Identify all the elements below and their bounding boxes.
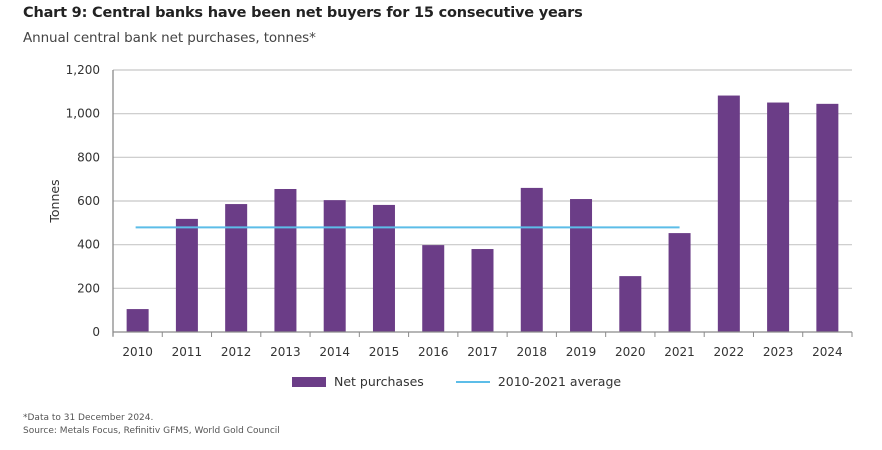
bar-2010	[126, 309, 149, 332]
bar-2018	[520, 187, 543, 332]
x-tick-label: 2020	[615, 345, 646, 359]
x-tick-labels: 2010 2011 2012 2013 2014 2015 2016 2017 2018 2019…	[122, 345, 842, 359]
x-tick-label: 2014	[319, 345, 350, 359]
footnote: *Data to 31 December 2024.	[23, 413, 154, 423]
chart-subtitle: Annual central bank net purchases, tonne…	[23, 30, 316, 46]
x-tick-label: 2016	[418, 345, 449, 359]
bar-2021	[668, 233, 691, 332]
bar-2012	[225, 204, 248, 332]
x-tick-label: 2018	[516, 345, 547, 359]
chart-title: Chart 9: Central banks have been net buy…	[23, 5, 583, 21]
y-axis-label: Tonnes	[47, 179, 62, 223]
x-tick-label: 2012	[221, 345, 252, 359]
bar-2013	[274, 188, 297, 332]
bar-2020	[619, 276, 642, 332]
bar-2015	[372, 204, 395, 332]
y-tick-label: 1,200	[66, 63, 100, 77]
x-tick-label: 2017	[467, 345, 498, 359]
x-tick-label: 2019	[566, 345, 597, 359]
bar-2017	[471, 249, 494, 332]
y-tick-label: 800	[77, 150, 100, 164]
x-tick-label: 2011	[172, 345, 203, 359]
bar-2023	[767, 102, 790, 332]
bars	[126, 95, 839, 332]
x-tick-label: 2013	[270, 345, 301, 359]
x-tick-label: 2024	[812, 345, 843, 359]
x-tick-label: 2010	[122, 345, 153, 359]
y-tick-labels: 0 200 400 600 800 1,000 1,200	[66, 63, 100, 339]
source-note: Source: Metals Focus, Refinitiv GFMS, Wo…	[23, 426, 280, 436]
x-tick-label: 2021	[664, 345, 695, 359]
bar-2024	[816, 103, 839, 332]
legend: Net purchases 2010-2021 average	[292, 374, 621, 389]
bar-2019	[570, 199, 593, 332]
y-tick-label: 200	[77, 281, 100, 295]
y-tick-label: 600	[77, 194, 100, 208]
bar-2014	[323, 200, 346, 332]
legend-label-net-purchases: Net purchases	[334, 374, 424, 389]
legend-swatch-net-purchases	[292, 376, 326, 387]
bar-2011	[175, 218, 198, 332]
x-tick-label: 2022	[714, 345, 745, 359]
legend-label-average: 2010-2021 average	[497, 374, 622, 389]
x-tick-label: 2015	[369, 345, 400, 359]
bar-2022	[717, 95, 740, 332]
y-tick-label: 0	[92, 325, 100, 339]
y-tick-label: 1,000	[66, 107, 100, 121]
y-tick-label: 400	[77, 238, 100, 252]
x-tick-label: 2023	[763, 345, 794, 359]
bar-2016	[422, 245, 445, 332]
legend-swatch-average	[455, 380, 490, 383]
axes	[112, 70, 853, 337]
